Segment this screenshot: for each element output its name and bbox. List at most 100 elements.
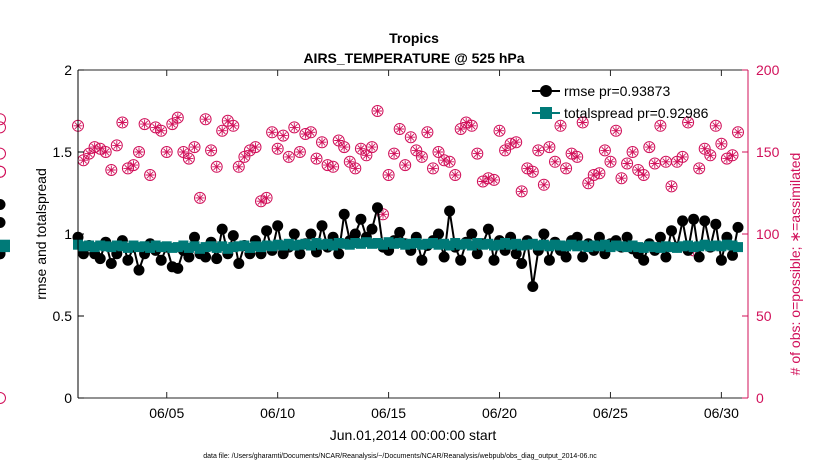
- totalspread-point: [394, 238, 405, 248]
- rmse-point: [261, 225, 273, 237]
- obs-assimilated-marker: [117, 118, 127, 127]
- rmse-point: [105, 258, 117, 269]
- obs-assimilated-marker: [700, 144, 710, 154]
- totalspread-point: [627, 240, 638, 251]
- obs-possible-marker: [543, 141, 556, 154]
- obs-assimilated-marker: [528, 167, 538, 177]
- obs-assimilated-marker: [517, 186, 527, 196]
- obs-assimilated-marker: [572, 152, 582, 162]
- obs-possible-marker: [732, 126, 744, 139]
- totalspread-point: [228, 242, 239, 253]
- rmse-point: [438, 251, 450, 263]
- obs-possible-marker: [654, 119, 667, 132]
- rmse-point: [94, 253, 106, 265]
- obs-assimilated-marker: [733, 127, 743, 137]
- totalspread-point: [172, 242, 183, 253]
- obs-possible-marker: [549, 155, 561, 168]
- rmse-point: [727, 249, 738, 261]
- obs-possible-marker: [227, 119, 240, 132]
- rmse-point: [294, 248, 306, 260]
- obs-assimilated-marker: [84, 149, 94, 159]
- obs-assimilated-marker: [483, 173, 493, 183]
- obs-assimilated-marker: [544, 142, 554, 152]
- totalspread-point: [328, 240, 339, 251]
- totalspread-point: [178, 240, 189, 251]
- y-right-tick-label: 0: [756, 390, 764, 406]
- obs-assimilated-marker: [500, 145, 510, 155]
- totalspread-point: [400, 239, 411, 250]
- totalspread-point: [256, 242, 266, 253]
- obs-assimilated-marker: [628, 147, 638, 157]
- totalspread-point: [350, 238, 361, 248]
- y-right-tick-label: 200: [756, 62, 780, 78]
- totalspread-point: [444, 240, 455, 251]
- obs-assimilated-marker: [633, 165, 643, 175]
- obs-assimilated-marker: [678, 152, 688, 162]
- totalspread-point: [466, 240, 477, 251]
- obs-assimilated-marker: [384, 170, 394, 180]
- obs-possible-marker: [116, 116, 129, 129]
- totalspread-point: [477, 239, 488, 250]
- rmse-point: [0, 217, 6, 228]
- rmse-point: [216, 223, 228, 235]
- obs-possible-marker: [432, 146, 445, 158]
- obs-assimilated-marker: [112, 140, 122, 150]
- totalspread-point: [705, 241, 716, 252]
- chart-subtitle: AIRS_TEMPERATURE @ 525 hPa: [303, 50, 524, 66]
- obs-assimilated-marker: [589, 170, 599, 180]
- y-right-tick-label: 100: [756, 226, 780, 242]
- totalspread-point: [688, 242, 699, 253]
- obs-assimilated-marker: [206, 145, 216, 155]
- rmse-point: [710, 218, 722, 230]
- rmse-point: [699, 215, 711, 227]
- obs-assimilated-marker: [522, 163, 532, 173]
- totalspread-point: [372, 238, 383, 248]
- obs-assimilated-marker: [212, 162, 222, 172]
- obs-possible-marker: [598, 144, 611, 157]
- legend-swatch-marker: [540, 107, 552, 119]
- x-tick-label: 06/30: [704, 405, 739, 421]
- rmse-point: [227, 230, 239, 242]
- obs-possible-marker: [493, 124, 506, 137]
- obs-assimilated-marker: [583, 178, 593, 188]
- obs-assimilated-marker: [317, 137, 327, 147]
- totalspread-point: [489, 240, 499, 251]
- obs-possible-marker: [382, 169, 395, 181]
- obs-possible-marker: [310, 152, 323, 165]
- obs-assimilated-marker: [328, 162, 338, 172]
- x-tick-label: 06/20: [482, 405, 517, 421]
- totalspread-point: [405, 238, 416, 249]
- totalspread-point: [450, 238, 461, 248]
- totalspread-point: [638, 242, 649, 253]
- rmse-point: [527, 281, 539, 292]
- obs-assimilated-marker: [422, 127, 432, 137]
- totalspread-point: [677, 241, 688, 252]
- obs-possible-marker: [371, 105, 384, 117]
- rmse-point: [0, 199, 6, 210]
- obs-assimilated-marker: [611, 126, 621, 136]
- totalspread-point: [439, 238, 450, 249]
- rmse-point: [638, 254, 650, 266]
- totalspread-point: [710, 240, 721, 251]
- obs-possible-marker: [554, 119, 567, 132]
- totalspread-point: [572, 241, 583, 252]
- obs-assimilated-marker: [334, 136, 344, 145]
- obs-assimilated-marker: [312, 154, 321, 164]
- obs-possible-marker: [182, 152, 195, 165]
- totalspread-point: [250, 241, 261, 252]
- totalspread-point: [538, 239, 549, 250]
- obs-assimilated-marker: [245, 145, 255, 155]
- totalspread-point: [206, 241, 217, 252]
- obs-assimilated-marker: [694, 163, 704, 173]
- totalspread-point: [222, 243, 233, 254]
- rmse-point: [660, 251, 672, 263]
- obs-possible-marker: [388, 147, 401, 160]
- totalspread-point: [150, 240, 161, 251]
- rmse-point: [233, 258, 245, 269]
- rmse-point: [366, 223, 378, 235]
- rmse-point: [666, 225, 677, 237]
- totalspread-point: [483, 238, 494, 249]
- totalspread-point: [411, 238, 422, 248]
- obs-possible-marker: [449, 169, 462, 181]
- obs-assimilated-marker: [606, 157, 615, 167]
